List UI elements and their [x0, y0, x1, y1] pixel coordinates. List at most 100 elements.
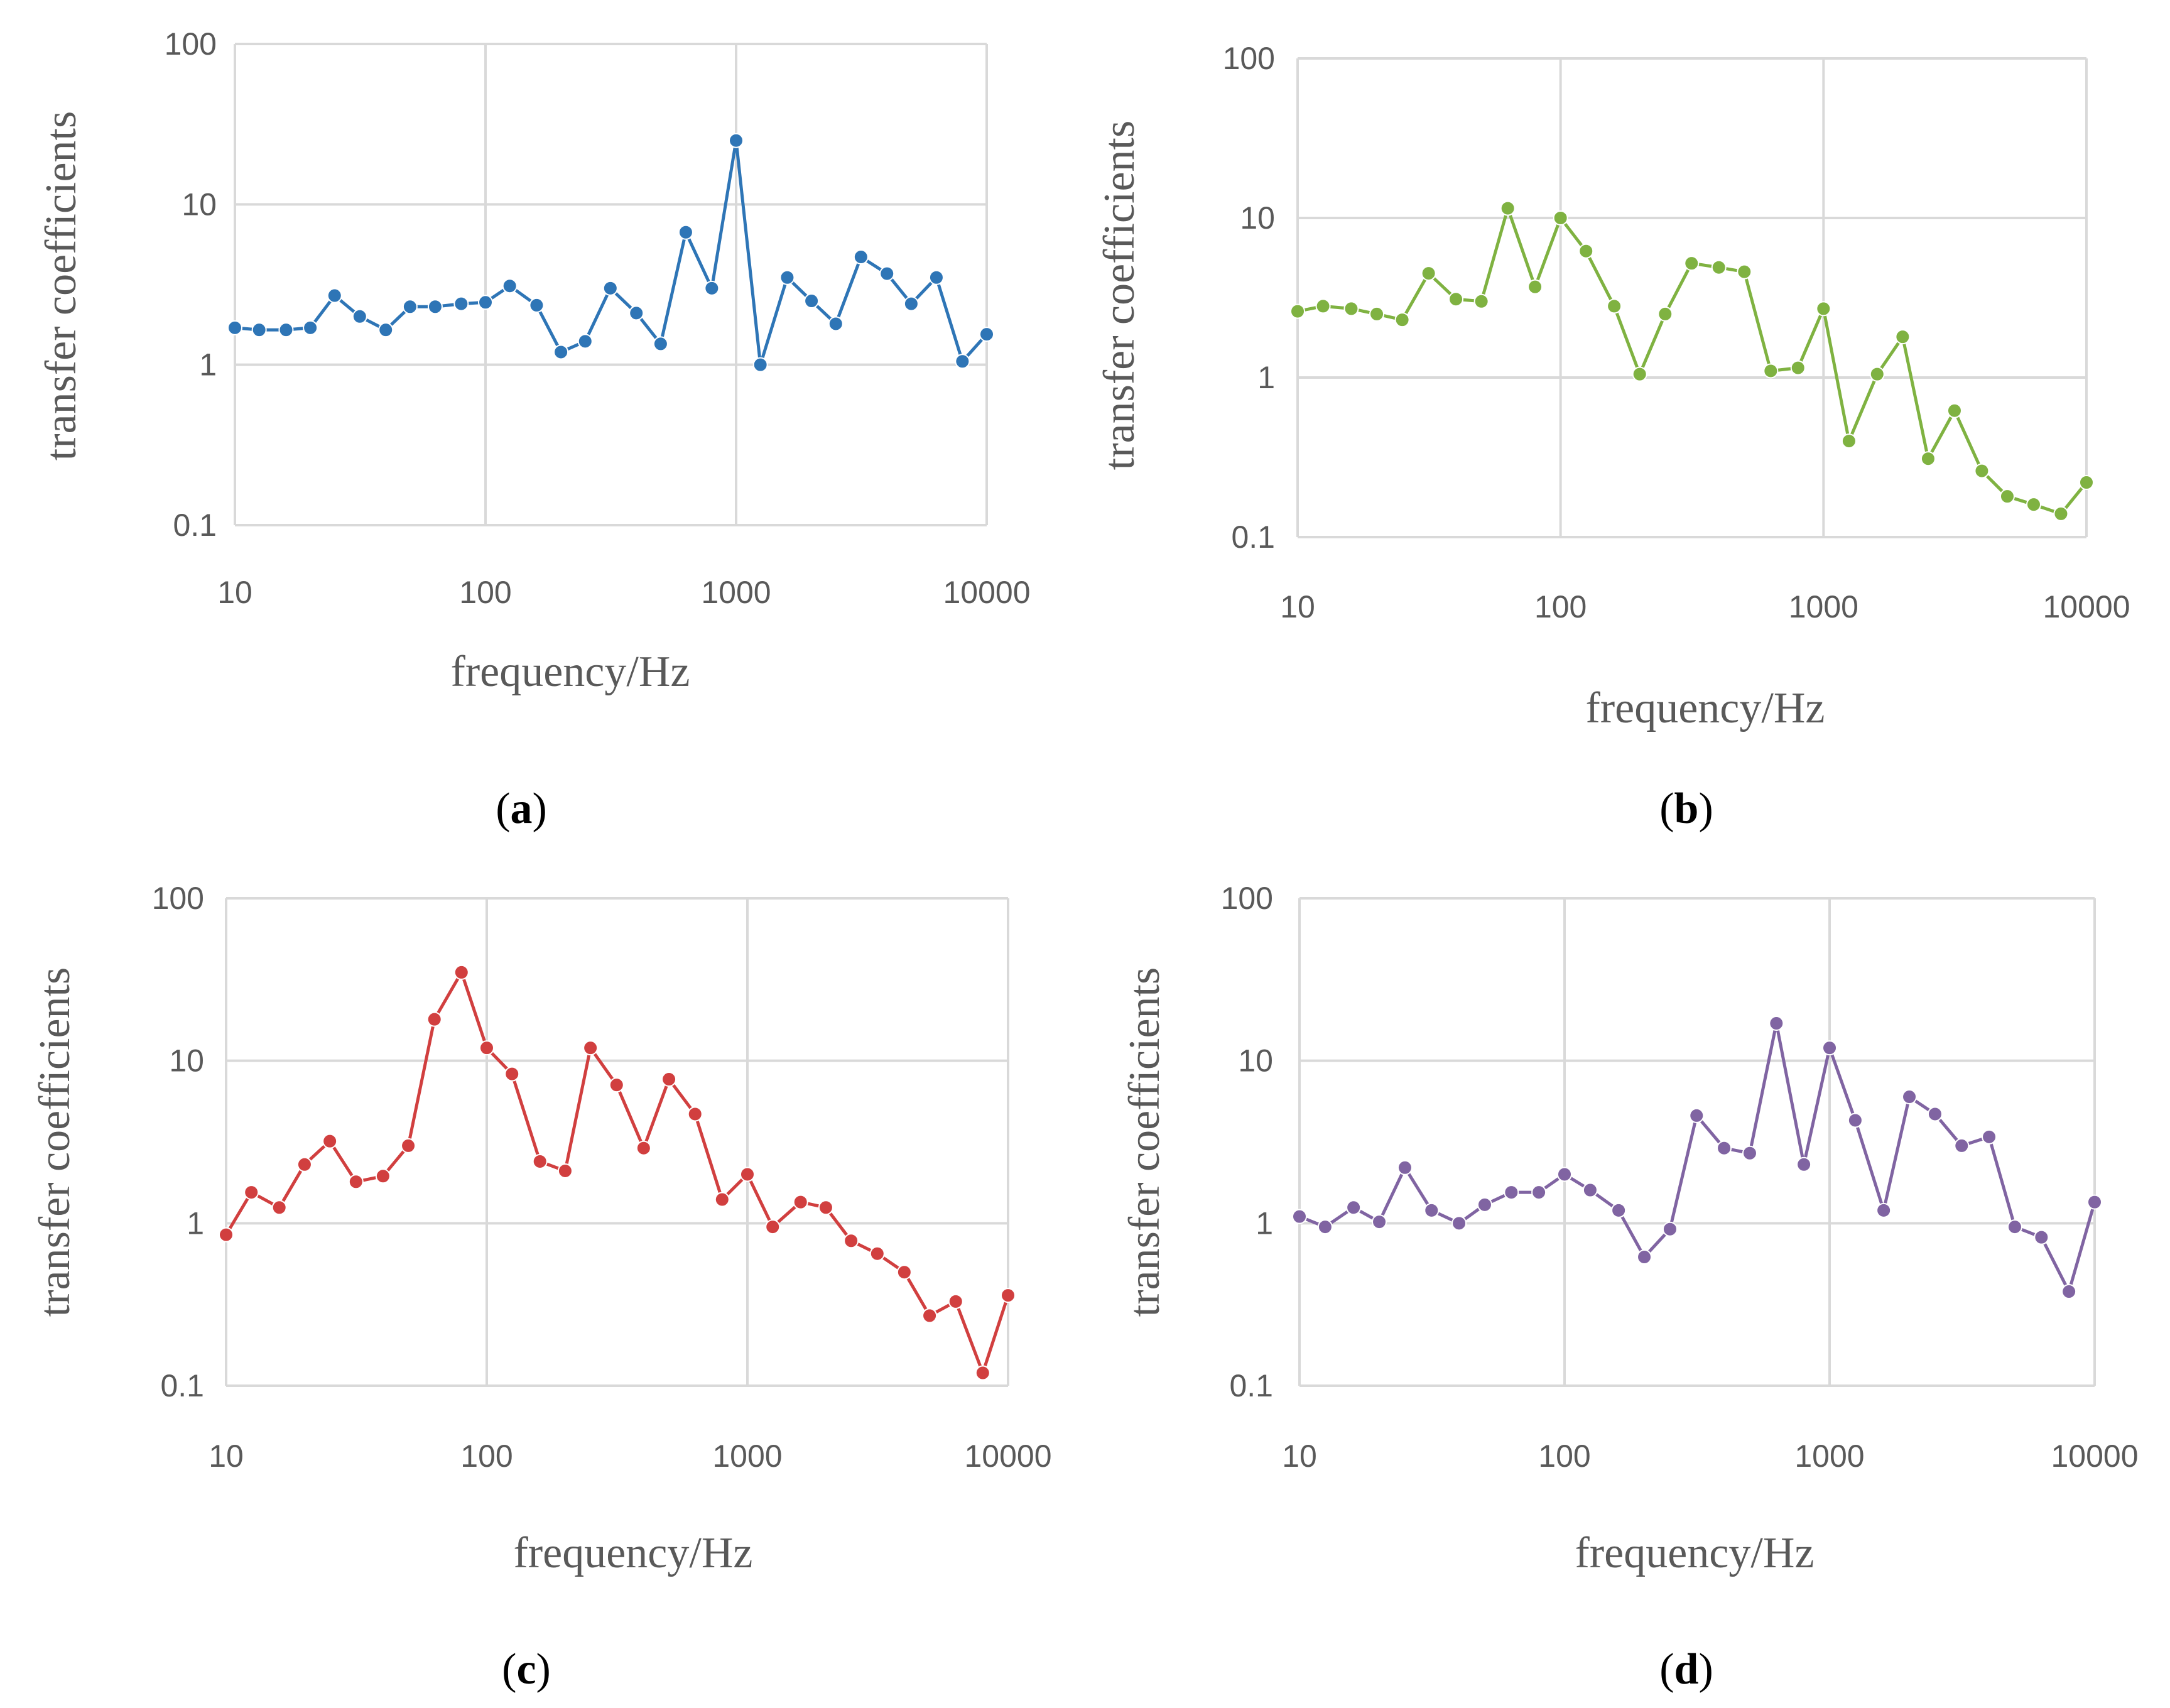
y-tick-label: 1: [199, 347, 217, 383]
data-point: [804, 293, 820, 309]
data-point: [401, 1138, 416, 1153]
data-point: [1684, 256, 1700, 271]
data-point: [479, 1040, 494, 1056]
chart-panel-d: 10 100 1000 10000 0.1 1 10 100 frequency/Hz trans…: [1120, 881, 2139, 1694]
data-point: [502, 278, 518, 294]
data-point: [1920, 451, 1936, 467]
data-point: [278, 322, 294, 338]
y-axis-title: transfer coefficients: [31, 967, 79, 1317]
data-point: [1397, 1160, 1413, 1175]
data-point: [1500, 200, 1516, 216]
data-point: [765, 1219, 781, 1235]
panel-label: (d): [1659, 1645, 1713, 1694]
y-tick-label: 0.1: [160, 1368, 204, 1403]
data-point: [1769, 1016, 1784, 1031]
data-point: [1927, 1106, 1943, 1122]
data-point: [553, 344, 569, 360]
data-point: [653, 336, 668, 352]
data-point: [844, 1233, 859, 1249]
data-point: [1578, 243, 1594, 259]
data-point: [2053, 506, 2069, 521]
data-point: [1711, 259, 1727, 275]
data-point: [975, 1365, 990, 1381]
data-point: [1607, 298, 1622, 314]
data-point: [348, 1174, 364, 1190]
data-point: [752, 357, 768, 373]
data-point: [1553, 210, 1568, 226]
x-tick-label: 1000: [1794, 1439, 1864, 1474]
data-point: [955, 354, 970, 369]
data-point: [296, 1156, 312, 1172]
data-point: [532, 1153, 548, 1169]
data-point: [678, 224, 693, 240]
data-point: [504, 1066, 520, 1082]
data-point: [1369, 306, 1385, 322]
y-tick-label: 1: [187, 1205, 204, 1241]
chart-panel-a: 10 100 1000 10000 0.1 1 10 100 frequency/Hz trans…: [37, 26, 1031, 833]
data-point: [303, 320, 318, 335]
data-point: [636, 1140, 651, 1156]
data-point: [1424, 1202, 1440, 1218]
y-axis-title: transfer coefficients: [1095, 121, 1144, 470]
chart-panel-b: 10 100 1000 10000 0.1 1 10 100 frequency/Hz trans…: [1095, 41, 2130, 833]
data-point: [903, 296, 919, 312]
data-point: [1847, 1112, 1863, 1128]
data-point: [1657, 306, 1673, 322]
data-point: [1946, 403, 1962, 418]
data-point: [427, 299, 443, 315]
data-point: [1451, 1216, 1467, 1231]
panel-label: (b): [1659, 785, 1713, 833]
data-point: [244, 1185, 259, 1200]
x-axis-title: frequency/Hz: [1575, 1529, 1815, 1577]
y-tick-label: 1: [1256, 1205, 1273, 1241]
data-point: [1448, 291, 1464, 307]
data-point: [1974, 463, 1990, 479]
y-tick-label: 0.1: [173, 508, 217, 543]
data-point: [1504, 1185, 1519, 1200]
x-tick-label: 100: [459, 575, 511, 610]
x-tick-label: 1000: [1789, 589, 1858, 624]
data-point: [2026, 497, 2041, 513]
data-point: [322, 1133, 338, 1149]
data-point: [1315, 298, 1331, 314]
data-point: [1473, 293, 1489, 309]
x-tick-label: 10000: [2051, 1439, 2138, 1474]
data-point: [1527, 279, 1543, 295]
data-point: [879, 266, 895, 281]
series-line: [1297, 207, 2088, 516]
data-point: [828, 316, 844, 332]
y-tick-label: 10: [182, 187, 217, 222]
data-point: [1557, 1167, 1572, 1182]
data-point: [1477, 1197, 1492, 1212]
y-tick-label: 100: [1221, 881, 1273, 916]
data-point: [1637, 1249, 1652, 1265]
data-point: [2007, 1219, 2022, 1235]
x-tick-label: 10: [1280, 589, 1315, 624]
data-point: [1343, 301, 1359, 317]
x-axis-title: frequency/Hz: [451, 648, 690, 696]
data-point: [1611, 1202, 1627, 1218]
data-point: [1290, 303, 1305, 319]
data-point: [1394, 312, 1410, 328]
data-point: [1001, 1288, 1016, 1303]
series-line: [234, 139, 988, 367]
y-tick-label: 100: [1223, 41, 1275, 76]
data-point: [1822, 1040, 1837, 1056]
data-point: [729, 133, 744, 148]
data-point: [1582, 1182, 1598, 1198]
data-point: [227, 320, 242, 335]
y-tick-label: 10: [1238, 1043, 1273, 1079]
y-tick-label: 100: [165, 26, 217, 62]
x-tick-label: 100: [1538, 1439, 1590, 1474]
y-tick-label: 1: [1257, 360, 1275, 395]
data-point: [1895, 329, 1911, 345]
data-point: [1632, 366, 1647, 382]
data-point: [271, 1200, 287, 1216]
data-point: [219, 1227, 234, 1243]
data-point: [1763, 363, 1779, 379]
x-tick-label: 10: [1282, 1439, 1317, 1474]
data-point: [327, 288, 342, 303]
data-point: [1954, 1138, 1970, 1153]
data-point: [896, 1265, 912, 1280]
